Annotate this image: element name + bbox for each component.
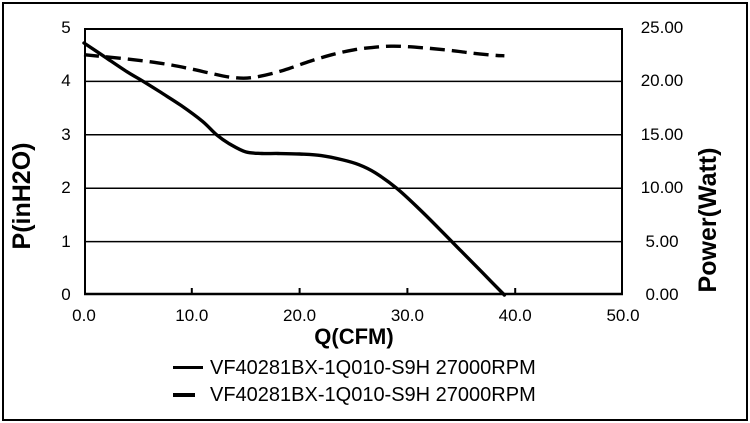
gridlines xyxy=(84,80,623,243)
legend-label: VF40281BX-1Q010-S9H 27000RPM xyxy=(210,383,536,406)
pressure-curve xyxy=(82,41,507,297)
y-right-axis-title: Power(Watt) xyxy=(694,147,722,293)
x-tick-label: 10.0 xyxy=(175,306,209,325)
legend-marker-slot xyxy=(173,366,210,369)
x-axis-title: Q(CFM) xyxy=(314,324,394,349)
y-right-tick-label: 0.00 xyxy=(645,285,679,304)
y-right-tick-label: 25.00 xyxy=(640,18,684,37)
plot-area xyxy=(82,28,623,297)
y-right-tick-label: 20.00 xyxy=(640,71,684,91)
legend-item-pressure: VF40281BX-1Q010-S9H 27000RPM xyxy=(173,354,536,381)
x-tick-label: 20.0 xyxy=(283,306,317,325)
x-tick-label: 0.0 xyxy=(72,306,96,325)
legend-label: VF40281BX-1Q010-S9H 27000RPM xyxy=(210,356,536,379)
x-tick-marks xyxy=(190,288,517,295)
y-left-tick-label: 3 xyxy=(61,124,71,144)
y-left-tick-label: 5 xyxy=(61,18,71,37)
legend-marker-slot xyxy=(173,392,210,397)
y-left-axis-title: P(inH2O) xyxy=(8,142,36,250)
y-left-tick-label: 2 xyxy=(61,178,71,198)
power-curve xyxy=(83,44,505,80)
y-left-tick-label: 1 xyxy=(61,231,71,251)
y-right-tick-label: 10.00 xyxy=(640,178,684,198)
solid-line-icon xyxy=(173,366,203,369)
y-right-tick-label: 5.00 xyxy=(645,231,679,251)
y-right-tick-label: 15.00 xyxy=(640,124,684,144)
y-left-tick-label: 0 xyxy=(61,285,71,304)
x-tick-label: 50.0 xyxy=(606,306,640,325)
y-left-tick-label: 4 xyxy=(61,71,71,91)
x-tick-label: 30.0 xyxy=(390,306,424,325)
legend-item-power: VF40281BX-1Q010-S9H 27000RPM xyxy=(173,381,536,408)
legend: VF40281BX-1Q010-S9H 27000RPM VF40281BX-1… xyxy=(173,354,536,408)
x-tick-label: 40.0 xyxy=(498,306,532,325)
dashed-line-icon xyxy=(173,392,195,397)
